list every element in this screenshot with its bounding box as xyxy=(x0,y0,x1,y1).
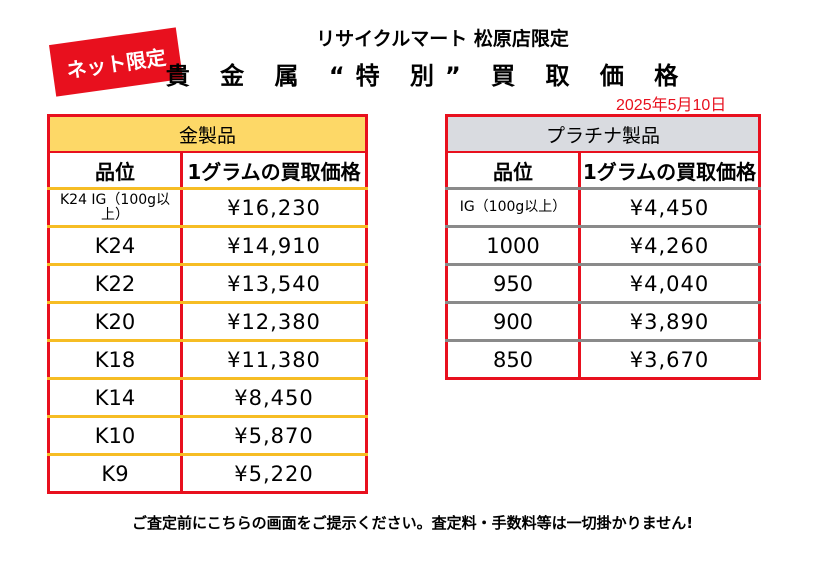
platinum-price: ¥3,890 xyxy=(579,302,760,342)
gold-item: K22 xyxy=(48,264,183,304)
gold-item: K24 xyxy=(48,226,183,266)
gold-price-table: 金製品 品位 1グラムの買取価格 K24 IG（100g以上） ¥16,230 … xyxy=(47,114,369,494)
gold-price: ¥14,910 xyxy=(181,226,367,266)
platinum-col-price: 1グラムの買取価格 xyxy=(579,152,760,190)
table-row: K22 ¥13,540 xyxy=(48,264,367,304)
gold-item: K10 xyxy=(48,416,183,456)
platinum-item: 850 xyxy=(446,340,581,379)
gold-col-item: 品位 xyxy=(48,152,183,190)
platinum-col-item: 品位 xyxy=(446,152,581,190)
platinum-item: IG（100g以上） xyxy=(446,188,581,228)
notice-text: ご査定前にこちらの画面をご提示ください。査定料・手数料等は一切掛かりません! xyxy=(131,514,694,532)
platinum-price: ¥4,450 xyxy=(579,188,760,228)
gold-price: ¥5,870 xyxy=(181,416,367,456)
gold-price: ¥16,230 xyxy=(181,188,367,228)
gold-price: ¥13,540 xyxy=(181,264,367,304)
gold-item: K9 xyxy=(48,454,183,493)
price-date: 2025年5月10日 xyxy=(616,97,727,114)
gold-price: ¥11,380 xyxy=(181,340,367,380)
platinum-price: ¥4,040 xyxy=(579,264,760,304)
gold-price: ¥5,220 xyxy=(234,461,314,486)
table-row: K24 IG（100g以上） ¥16,230 xyxy=(48,188,367,228)
table-row: 850 ¥3,670 xyxy=(446,340,760,379)
gold-item: K20 xyxy=(48,302,183,342)
table-row: K9 ¥5,220 xyxy=(48,454,367,493)
table-row: 900 ¥3,890 xyxy=(446,302,760,342)
gold-item: K18 xyxy=(48,340,183,380)
table-row: 950 ¥4,040 xyxy=(446,264,760,304)
table-row: K14 ¥8,450 xyxy=(48,378,367,418)
table-row: K20 ¥12,380 xyxy=(48,302,367,342)
gold-category-header: 金製品 xyxy=(48,115,367,153)
platinum-category-header: プラチナ製品 xyxy=(446,115,760,153)
table-row: K10 ¥5,870 xyxy=(48,416,367,456)
platinum-item: 1000 xyxy=(446,226,581,266)
platinum-item: 900 xyxy=(446,302,581,342)
store-name: リサイクルマート 松原店限定 xyxy=(316,28,569,50)
platinum-price: ¥3,670 xyxy=(629,347,710,372)
platinum-item: 950 xyxy=(446,264,581,304)
gold-price: ¥12,380 xyxy=(181,302,367,342)
gold-price: ¥8,450 xyxy=(181,378,367,418)
platinum-price-table: プラチナ製品 品位 1グラムの買取価格 IG（100g以上） ¥4,450 10… xyxy=(445,114,762,380)
gold-item: K24 IG（100g以上） xyxy=(48,188,183,228)
gold-item: K14 xyxy=(48,378,183,418)
platinum-price: ¥4,260 xyxy=(579,226,760,266)
page-title: 貴 金 属 “特 別” 買 取 価 格 xyxy=(165,62,690,90)
table-row: 1000 ¥4,260 xyxy=(446,226,760,266)
gold-col-price: 1グラムの買取価格 xyxy=(181,152,367,190)
table-row: K24 ¥14,910 xyxy=(48,226,367,266)
table-row: IG（100g以上） ¥4,450 xyxy=(446,188,760,228)
table-row: K18 ¥11,380 xyxy=(48,340,367,380)
